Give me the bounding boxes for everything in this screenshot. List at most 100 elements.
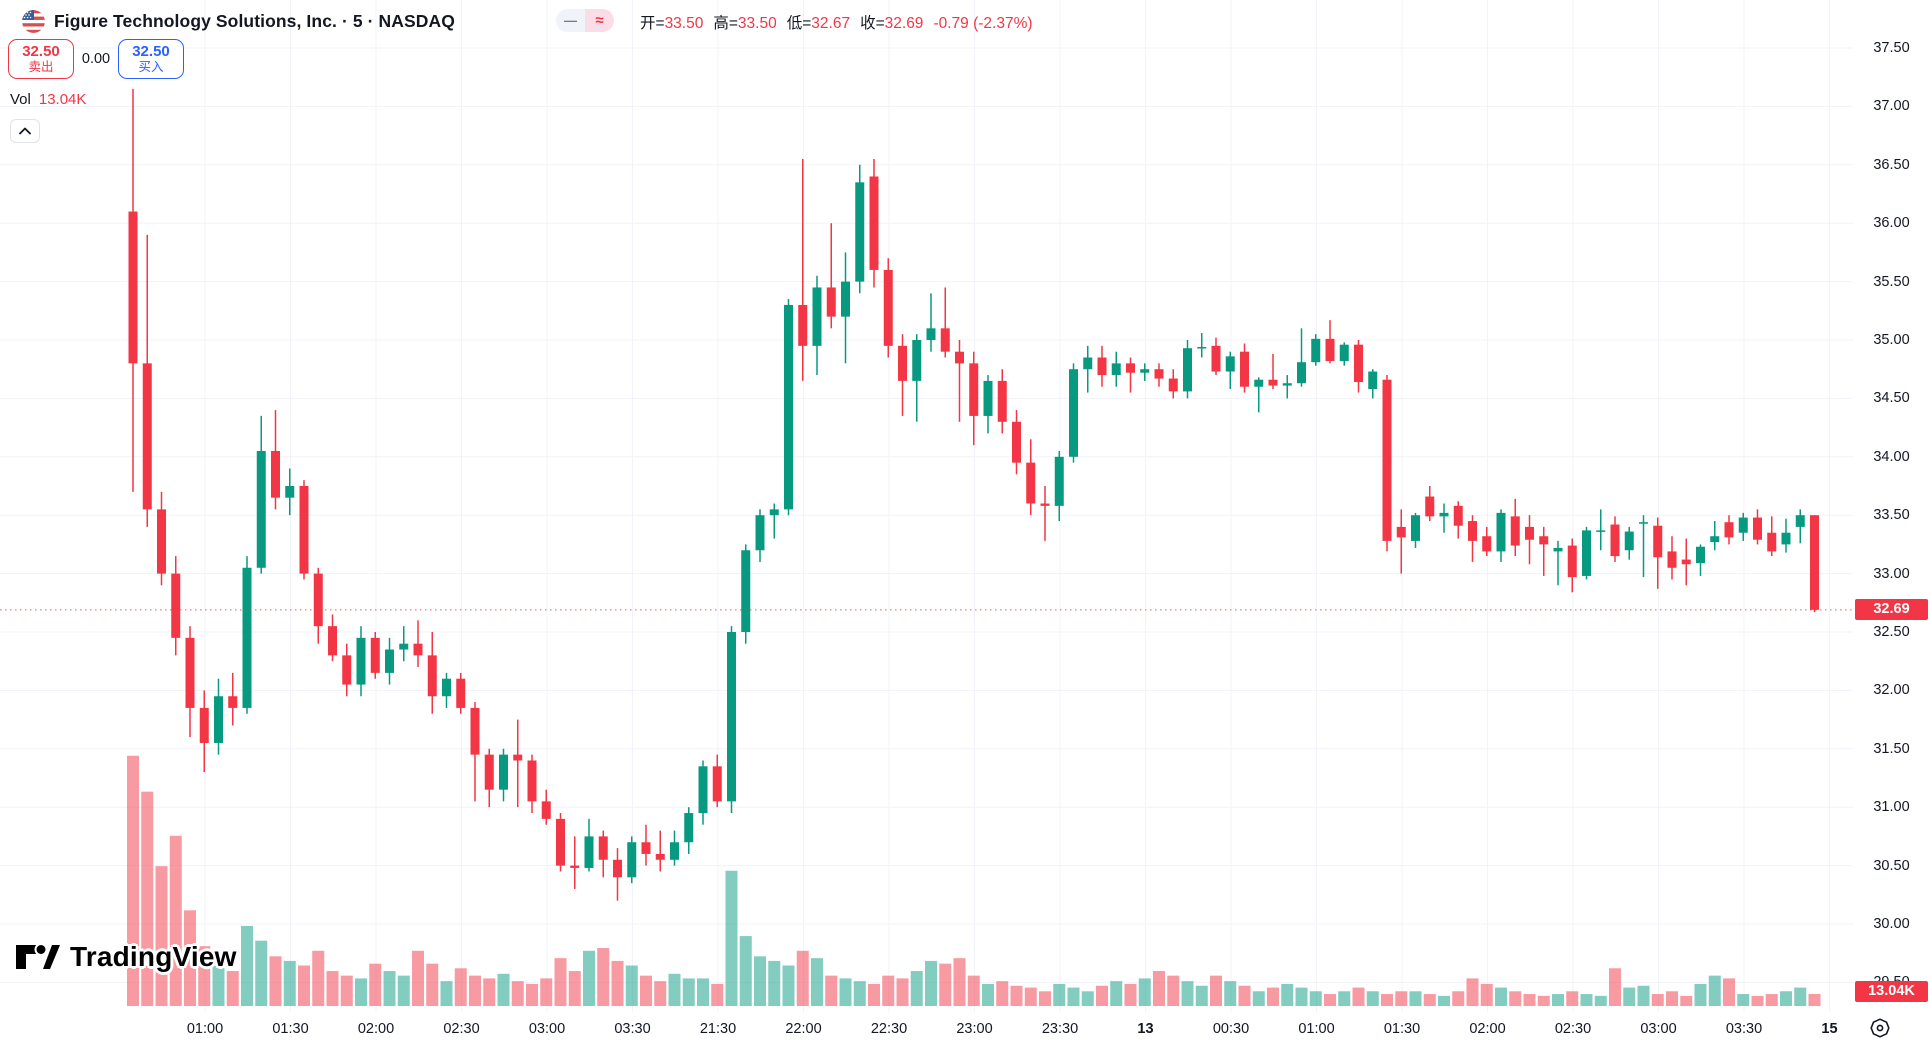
gear-icon[interactable] [1869, 1017, 1891, 1039]
time-tick-label: 01:00 [186, 1021, 224, 1037]
candle [1368, 371, 1378, 390]
time-tick-label: 03:00 [528, 1021, 566, 1037]
volume-bar [1053, 983, 1066, 1006]
symbol-title[interactable]: Figure Technology Solutions, Inc. · 5 · … [54, 10, 455, 31]
candle [1810, 515, 1819, 610]
time-axis[interactable]: 01:00 01:30 02:00 02:30 03:00 03:30 21:30 22:00… [0, 1012, 1930, 1051]
candle [769, 509, 779, 516]
buy-button[interactable]: 32.50 买入 [118, 39, 184, 79]
low-value: 32.67 [811, 15, 851, 32]
time-tick-label: 15 [1821, 1021, 1838, 1037]
candle [328, 626, 337, 656]
candle [613, 859, 622, 878]
volume-bar [1366, 991, 1379, 1006]
volume-value: 13.04K [38, 91, 87, 108]
candle [499, 754, 508, 790]
volume-bar [1651, 994, 1664, 1006]
candle [1582, 530, 1591, 576]
symbol-header: Figure Technology Solutions, Inc. · 5 · … [22, 8, 455, 34]
low-label: 低= [786, 15, 812, 32]
price-tick-label: 31.50 [1873, 740, 1910, 757]
volume-bar [312, 950, 325, 1006]
volume-bar [1324, 994, 1336, 1006]
candle [670, 842, 679, 860]
candle [912, 340, 922, 381]
spread-value: 0.00 [81, 51, 111, 67]
candle [969, 363, 979, 416]
volume-bar [340, 975, 353, 1006]
tradingview-logo[interactable]: TradingView [14, 941, 237, 973]
candle [1126, 363, 1135, 373]
collapse-panel-button[interactable] [10, 119, 40, 143]
candle [883, 269, 893, 346]
volume-bar [1010, 985, 1023, 1006]
price-tick-label: 31.00 [1873, 799, 1910, 816]
candle [199, 707, 209, 743]
candle [841, 281, 850, 317]
price-tick-label: 32.00 [1873, 682, 1910, 699]
volume-bar [1252, 991, 1265, 1006]
candle [784, 304, 793, 510]
minimize-toolbar-button[interactable]: — [556, 9, 585, 32]
candle [1154, 369, 1164, 379]
volume-bar [1267, 987, 1279, 1006]
candle [1795, 515, 1805, 527]
volume-bar [1067, 987, 1080, 1006]
candle [1696, 546, 1705, 564]
candle [1211, 345, 1221, 372]
time-tick-label: 02:00 [1469, 1021, 1506, 1037]
candle [641, 842, 651, 854]
candle [684, 813, 694, 843]
candle [940, 328, 950, 352]
candle [185, 637, 195, 708]
candle [1596, 530, 1606, 532]
candle [342, 655, 352, 685]
volume-bar [1281, 983, 1294, 1006]
price-tick-label: 35.50 [1873, 273, 1910, 290]
candle [1767, 532, 1777, 552]
volume-bar [469, 975, 481, 1006]
ohlc-readout: 开=33.50 高=33.50 低=32.67 收=32.69 -0.79 (-2.37… [640, 11, 1033, 33]
volume-bar [1124, 983, 1137, 1006]
candle [955, 351, 964, 364]
candle [513, 754, 523, 761]
price-tick-label: 30.50 [1873, 857, 1910, 874]
price-tick-label: 33.00 [1873, 565, 1910, 582]
volume-bar [1594, 995, 1607, 1006]
candle [1425, 496, 1435, 517]
volume-bar [654, 981, 667, 1006]
time-tick-label: 13 [1137, 1021, 1154, 1037]
time-tick-label: 01:00 [1298, 1021, 1335, 1037]
candle [456, 678, 466, 708]
time-tick-label: 23:30 [1041, 1021, 1079, 1037]
candle [370, 637, 380, 673]
time-tick-label: 22:00 [785, 1021, 822, 1037]
candle [727, 632, 736, 802]
candle [570, 865, 580, 868]
volume-bar [1224, 981, 1237, 1006]
volume-bar [882, 975, 895, 1006]
price-tick-label: 36.50 [1873, 156, 1910, 173]
price-tick-label: 34.50 [1873, 390, 1910, 407]
candle [427, 655, 437, 697]
close-value: 32.69 [884, 15, 924, 32]
candle [527, 760, 537, 802]
buy-label: 买入 [138, 60, 164, 75]
candle [1225, 356, 1235, 372]
sell-button[interactable]: 32.50 卖出 [8, 39, 74, 79]
price-axis[interactable]: 37.50 37.00 36.50 36.00 35.50 35.00 34.50 34.00… [1853, 0, 1930, 1012]
candle [1012, 421, 1021, 463]
volume-bar [839, 978, 852, 1006]
candle [983, 380, 993, 416]
volume-bar [169, 835, 182, 1006]
candle [256, 450, 266, 568]
candle [285, 486, 295, 498]
candle [1297, 362, 1306, 384]
wave-indicator-button[interactable]: ≈ [585, 9, 614, 32]
candle [399, 643, 409, 650]
volume-bar [127, 755, 139, 1006]
candle [242, 567, 252, 708]
chevron-up-icon [19, 127, 31, 135]
candle [698, 766, 708, 814]
